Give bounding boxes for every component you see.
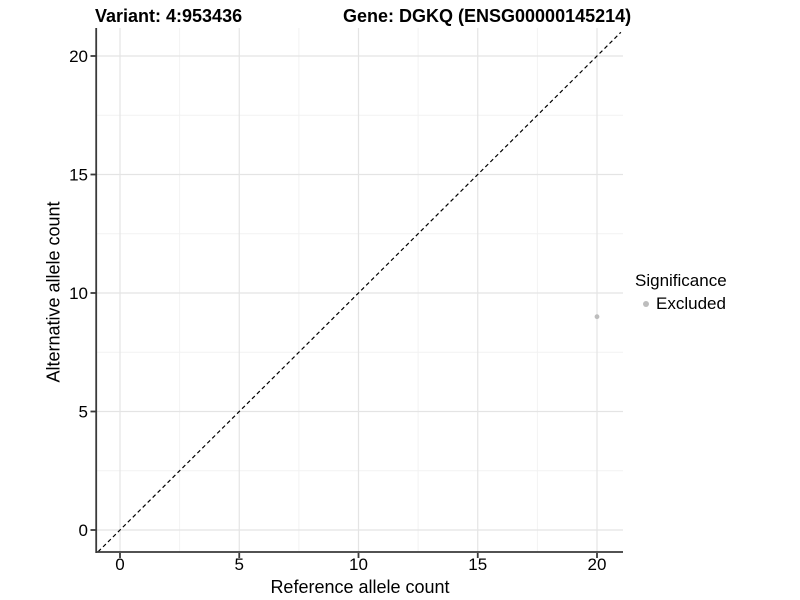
y-tick-label: 0 xyxy=(79,521,88,540)
data-point xyxy=(594,314,600,320)
y-tick-label: 5 xyxy=(79,403,88,422)
y-axis-title: Alternative allele count xyxy=(43,201,64,383)
identity-line xyxy=(97,31,622,553)
x-tick-label: 15 xyxy=(468,555,487,574)
y-tick-label: 15 xyxy=(69,166,88,185)
plot-title-gene: Gene: DGKQ (ENSG00000145214) xyxy=(343,6,632,26)
data-points xyxy=(594,314,600,320)
legend-item: Excluded xyxy=(635,294,727,314)
legend-key-dot-icon xyxy=(643,301,649,307)
x-tick-label: 0 xyxy=(115,555,124,574)
x-axis-title: Reference allele count xyxy=(270,577,450,597)
major-gridlines xyxy=(97,28,623,552)
legend-title: Significance xyxy=(635,271,727,290)
y-tick-label: 10 xyxy=(69,284,88,303)
x-tick-label: 10 xyxy=(349,555,368,574)
x-tick-label: 20 xyxy=(588,555,607,574)
legend-item-label: Excluded xyxy=(656,294,726,313)
legend: Significance Excluded xyxy=(635,271,727,314)
plot-title-variant: Variant: 4:953436 xyxy=(95,6,243,26)
tick-marks xyxy=(90,55,598,558)
tick-labels: 0 5 10 15 20 0 5 10 15 20 xyxy=(69,47,606,574)
x-tick-label: 5 xyxy=(235,555,244,574)
minor-gridlines xyxy=(97,28,623,552)
y-tick-label: 20 xyxy=(69,47,88,66)
axis-lines xyxy=(95,28,623,553)
identity-line xyxy=(97,31,622,553)
